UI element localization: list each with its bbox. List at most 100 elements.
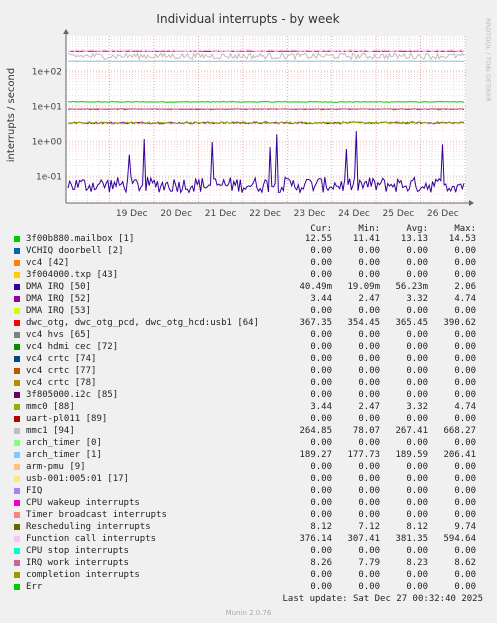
chart-title: Individual interrupts - by week [156,12,339,26]
legend-avg-value: 0.00 [406,366,428,376]
legend-cur-value: 0.00 [310,342,332,352]
series-line [67,121,465,125]
legend-swatch [14,236,20,242]
legend-cur-value: 12.55 [304,234,332,244]
legend-avg-value: 0.00 [406,546,428,556]
legend-row: Function call interrupts 376.14 307.41 381.… [0,533,497,545]
legend-max-value: 4.74 [454,294,476,304]
legend-cur-value: 0.00 [310,414,332,424]
legend-avg-value: 0.00 [406,414,428,424]
legend-avg-value: 189.59 [395,450,428,460]
legend-min-value: 0.00 [358,546,380,556]
legend-swatch [14,296,20,302]
legend-cur-value: 0.00 [310,258,332,268]
legend-label: VCHIQ doorbell [2] [26,246,124,256]
legend-max-value: 0.00 [454,462,476,472]
legend-row: DMA IRQ [52] 3.44 2.47 3.32 4.74 [0,293,497,305]
legend-min-value: 354.45 [347,318,380,328]
legend-row: FIQ 0.00 0.00 0.00 0.00 [0,485,497,497]
legend-cur-value: 0.00 [310,486,332,496]
legend-row: 3f805000.i2c [85] 0.00 0.00 0.00 0.00 [0,389,497,401]
x-tick-label: 21 Dec [205,209,237,219]
legend-header-max: Max: [454,224,476,234]
legend-max-value: 668.27 [443,426,476,436]
legend-swatch [14,332,20,338]
legend-max-value: 0.00 [454,498,476,508]
legend-header-cur: Cur: [310,224,332,234]
legend-row: Rescheduling interrupts 8.12 7.12 8.12 9.74 [0,521,497,533]
legend-label: uart-pl011 [89] [26,414,108,424]
legend-avg-value: 8.12 [406,522,428,532]
legend-label: vc4 crtc [74] [26,354,97,364]
legend-row: uart-pl011 [89] 0.00 0.00 0.00 0.00 [0,413,497,425]
legend-swatch [14,488,20,494]
legend-row: mmc1 [94] 264.85 78.07 267.41 668.27 [0,425,497,437]
legend-min-value: 0.00 [358,306,380,316]
x-tick-label: 22 Dec [249,209,281,219]
legend-max-value: 4.74 [454,402,476,412]
legend-swatch [14,428,20,434]
legend-min-value: 0.00 [358,510,380,520]
x-tick-label: 26 Dec [427,209,459,219]
legend-avg-value: 0.00 [406,258,428,268]
legend-max-value: 0.00 [454,306,476,316]
legend-label: IRQ work interrupts [26,558,129,568]
y-tick-label: 1e+02 [32,68,62,78]
legend-avg-value: 56.23m [395,282,428,292]
legend-row: 3f00b880.mailbox [1] 12.55 11.41 13.13 14.53 [0,233,497,245]
legend-cur-value: 367.35 [299,318,332,328]
legend-swatch [14,284,20,290]
legend-cur-value: 0.00 [310,330,332,340]
legend-swatch [14,308,20,314]
legend-min-value: 0.00 [358,270,380,280]
legend-label: 3f805000.i2c [85] [26,390,119,400]
legend-max-value: 0.00 [454,582,476,592]
legend-max-value: 390.62 [443,318,476,328]
legend-cur-value: 8.12 [310,522,332,532]
legend-min-value: 7.79 [358,558,380,568]
legend-avg-value: 3.32 [406,294,428,304]
legend-min-value: 0.00 [358,474,380,484]
legend-min-value: 0.00 [358,378,380,388]
legend-avg-value: 0.00 [406,486,428,496]
legend-min-value: 0.00 [358,486,380,496]
y-axis-arrow [63,29,69,34]
legend-avg-value: 0.00 [406,378,428,388]
legend-row: dwc_otg, dwc_otg_pcd, dwc_otg_hcd:usb1 [… [0,317,497,329]
legend-label: completion interrupts [26,570,140,580]
legend-label: Rescheduling interrupts [26,522,151,532]
legend-label: usb-001:005:01 [17] [26,474,129,484]
y-axis-label: interrupts / second [6,68,17,162]
legend-max-value: 0.00 [454,510,476,520]
legend-min-value: 0.00 [358,498,380,508]
legend-min-value: 11.41 [352,234,380,244]
legend-row: completion interrupts 0.00 0.00 0.00 0.00 [0,569,497,581]
legend-max-value: 14.53 [448,234,476,244]
legend-label: CPU wakeup interrupts [26,498,140,508]
legend-min-value: 0.00 [358,462,380,472]
legend-avg-value: 0.00 [406,246,428,256]
legend-cur-value: 0.00 [310,498,332,508]
legend-max-value: 0.00 [454,570,476,580]
legend-header-avg: Avg: [406,224,428,234]
series-line [67,48,465,53]
legend-row: CPU wakeup interrupts 0.00 0.00 0.00 0.00 [0,497,497,509]
legend-label: vc4 hvs [65] [26,330,92,340]
legend-cur-value: 0.00 [310,378,332,388]
legend-row: vc4 crtc [77] 0.00 0.00 0.00 0.00 [0,365,497,377]
legend-cur-value: 0.00 [310,306,332,316]
legend-min-value: 307.41 [347,534,380,544]
legend-max-value: 0.00 [454,390,476,400]
legend-avg-value: 8.23 [406,558,428,568]
legend-row: mmc0 [88] 3.44 2.47 3.32 4.74 [0,401,497,413]
legend-cur-value: 0.00 [310,270,332,280]
series-line [67,51,465,61]
legend-label: CPU stop interrupts [26,546,129,556]
legend-row: vc4 [42] 0.00 0.00 0.00 0.00 [0,257,497,269]
legend-row: vc4 crtc [74] 0.00 0.00 0.00 0.00 [0,353,497,365]
legend-cur-value: 3.44 [310,402,332,412]
legend-min-value: 0.00 [358,330,380,340]
legend-label: arch_timer [1] [26,450,102,460]
legend-swatch [14,368,20,374]
legend-max-value: 0.00 [454,270,476,280]
